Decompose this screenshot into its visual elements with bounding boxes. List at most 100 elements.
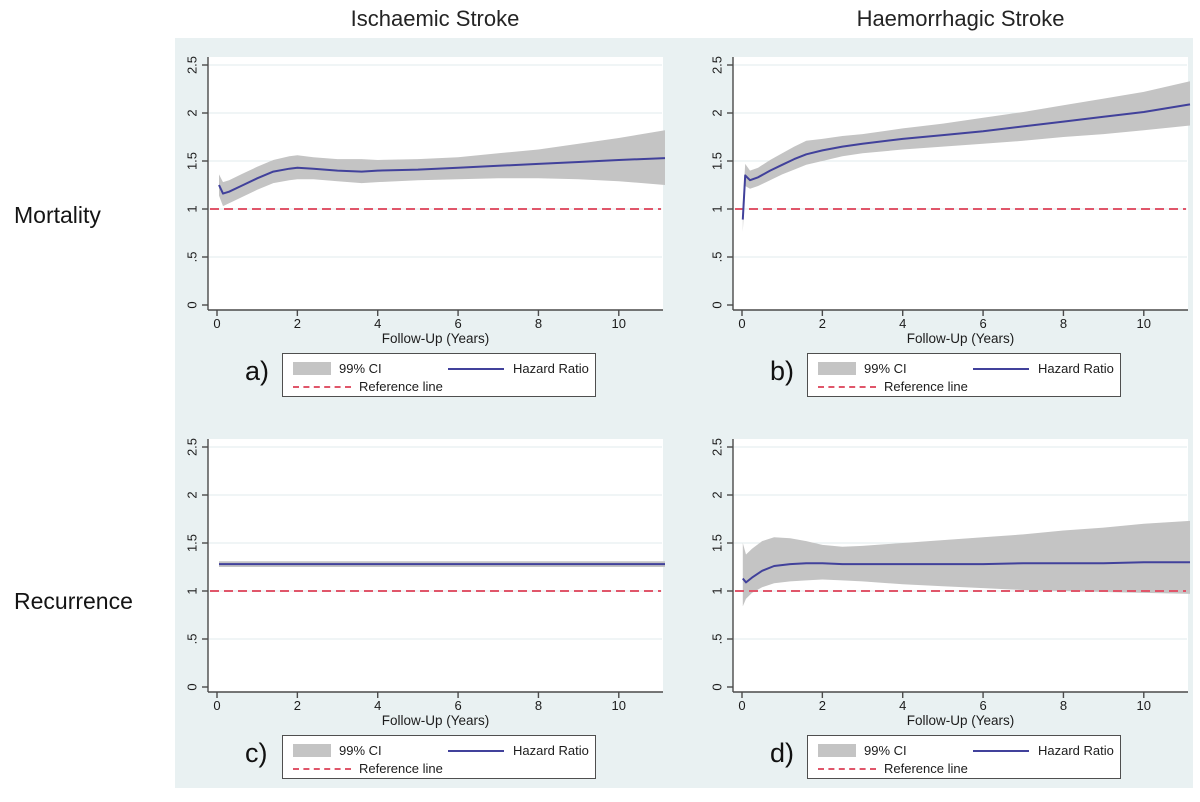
legend-reference-label: Reference line <box>359 379 443 394</box>
x-tick-label: 4 <box>374 698 381 713</box>
ci-band-swatch <box>818 362 856 375</box>
x-tick-label: 8 <box>1060 316 1067 331</box>
hazard-ratio-line <box>742 561 1190 584</box>
y-tick-label: 1 <box>710 587 725 594</box>
row-label-mortality: Mortality <box>14 202 101 228</box>
legend-hazard-label: Hazard Ratio <box>513 361 589 376</box>
x-tick-label: 0 <box>213 316 220 331</box>
legend-reference-label: Reference line <box>884 761 968 776</box>
y-tick-label: 0 <box>185 301 200 308</box>
x-tick-label: 10 <box>612 698 626 713</box>
y-tick-label: 2 <box>185 491 200 498</box>
reference-line-swatch <box>293 386 351 388</box>
hazard-line-swatch <box>973 368 1029 370</box>
x-tick-label: 4 <box>899 316 906 331</box>
x-tick-label: 2 <box>294 698 301 713</box>
legend-ci-label: 99% CI <box>339 743 382 758</box>
y-tick-label: 0 <box>185 683 200 690</box>
column-title-ischaemic: Ischaemic Stroke <box>350 6 520 31</box>
x-tick-label: 2 <box>294 316 301 331</box>
legend-ci-label: 99% CI <box>864 743 907 758</box>
y-tick-label: 2.5 <box>710 56 725 74</box>
y-tick-label: 2 <box>710 491 725 498</box>
hazard-ratio-plot-d: 0 .5 1 1.5 2 2.5 0 2 4 6 8 10 Follow-Up (Years) <box>710 438 1190 728</box>
y-tick-label: 1.5 <box>185 534 200 552</box>
legend-hazard-label: Hazard Ratio <box>513 743 589 758</box>
row-label-recurrence: Recurrence <box>14 588 133 614</box>
x-tick-label: 6 <box>979 316 986 331</box>
y-tick-label: .5 <box>185 252 200 263</box>
legend-hazard-label: Hazard Ratio <box>1038 743 1114 758</box>
reference-line-swatch <box>818 386 876 388</box>
y-tick-label: 2 <box>710 109 725 116</box>
legend-c: 99% CI Hazard Ratio Reference line <box>282 735 596 779</box>
hazard-line-swatch <box>448 368 504 370</box>
panel-d: 0 .5 1 1.5 2 2.5 0 2 4 6 8 10 Follow-Up (Years) d) 9… <box>700 420 1193 802</box>
y-tick-label: 0 <box>710 683 725 690</box>
plot-area <box>733 57 1188 310</box>
x-tick-label: 10 <box>1137 698 1151 713</box>
x-axis-title: Follow-Up (Years) <box>907 331 1015 346</box>
y-tick-label: 2.5 <box>185 438 200 456</box>
hazard-ratio-line <box>218 157 666 195</box>
plot-area <box>208 57 663 310</box>
x-tick-label: 4 <box>374 316 381 331</box>
x-tick-label: 10 <box>612 316 626 331</box>
y-tick-label: 1.5 <box>710 534 725 552</box>
x-tick-label: 0 <box>738 316 745 331</box>
panel-letter-a: a) <box>245 356 270 386</box>
x-tick-label: 2 <box>819 316 826 331</box>
x-tick-label: 6 <box>979 698 986 713</box>
y-tick-label: .5 <box>185 634 200 645</box>
reference-line-swatch <box>818 768 876 770</box>
y-tick-label: 1 <box>185 205 200 212</box>
y-tick-label: 1.5 <box>185 152 200 170</box>
hazard-ratio-plot-c: 0 .5 1 1.5 2 2.5 0 2 4 6 8 10 Follow-Up (Years) <box>185 438 665 728</box>
y-tick-label: 2.5 <box>185 56 200 74</box>
y-tick-label: .5 <box>710 252 725 263</box>
panel-c: 0 .5 1 1.5 2 2.5 0 2 4 6 8 10 Follow-Up (Years) c) 9… <box>175 420 668 802</box>
y-tick-label: 2 <box>185 109 200 116</box>
x-tick-label: 4 <box>899 698 906 713</box>
x-axis-title: Follow-Up (Years) <box>382 331 490 346</box>
y-tick-label: 1.5 <box>710 152 725 170</box>
ci-band-swatch <box>293 362 331 375</box>
x-tick-label: 8 <box>535 316 542 331</box>
y-tick-label: 0 <box>710 301 725 308</box>
panel-letter-b: b) <box>770 356 795 386</box>
x-tick-label: 6 <box>454 316 461 331</box>
hazard-ratio-plot-a: 0 .5 1 1.5 2 2.5 0 2 4 6 8 10 Follow-Up (Years) <box>185 56 666 346</box>
ci-band-swatch <box>818 744 856 757</box>
hazard-line-swatch <box>973 750 1029 752</box>
panel-b: 0 .5 1 1.5 2 2.5 0 2 4 6 8 10 Follow-Up (Years) b) 9… <box>700 38 1193 420</box>
legend-ci-label: 99% CI <box>864 361 907 376</box>
x-tick-label: 8 <box>1060 698 1067 713</box>
legend-ci-label: 99% CI <box>339 361 382 376</box>
panel-letter-d: d) <box>770 738 795 768</box>
y-tick-label: 2.5 <box>710 438 725 456</box>
x-tick-label: 10 <box>1137 316 1151 331</box>
y-tick-label: .5 <box>710 634 725 645</box>
x-tick-label: 0 <box>213 698 220 713</box>
x-tick-label: 8 <box>535 698 542 713</box>
hazard-line-swatch <box>448 750 504 752</box>
x-tick-label: 6 <box>454 698 461 713</box>
x-axis-title: Follow-Up (Years) <box>907 713 1015 728</box>
hazard-ratio-line <box>741 103 1191 220</box>
legend-reference-label: Reference line <box>359 761 443 776</box>
legend-hazard-label: Hazard Ratio <box>1038 361 1114 376</box>
legend-reference-label: Reference line <box>884 379 968 394</box>
x-axis-title: Follow-Up (Years) <box>382 713 490 728</box>
x-tick-label: 2 <box>819 698 826 713</box>
legend-b: 99% CI Hazard Ratio Reference line <box>807 353 1121 397</box>
legend-a: 99% CI Hazard Ratio Reference line <box>282 353 596 397</box>
panel-letter-c: c) <box>245 738 268 768</box>
panel-a: 0 .5 1 1.5 2 2.5 0 2 4 6 8 10 Follow-Up (Years) a) 9… <box>175 38 668 420</box>
legend-d: 99% CI Hazard Ratio Reference line <box>807 735 1121 779</box>
column-title-haemorrhagic: Haemorrhagic Stroke <box>856 6 1065 31</box>
ci-band-swatch <box>293 744 331 757</box>
reference-line-swatch <box>293 768 351 770</box>
y-tick-label: 1 <box>710 205 725 212</box>
hazard-ratio-plot-b: 0 .5 1 1.5 2 2.5 0 2 4 6 8 10 Follow-Up (Years) <box>710 56 1191 346</box>
x-tick-label: 0 <box>738 698 745 713</box>
